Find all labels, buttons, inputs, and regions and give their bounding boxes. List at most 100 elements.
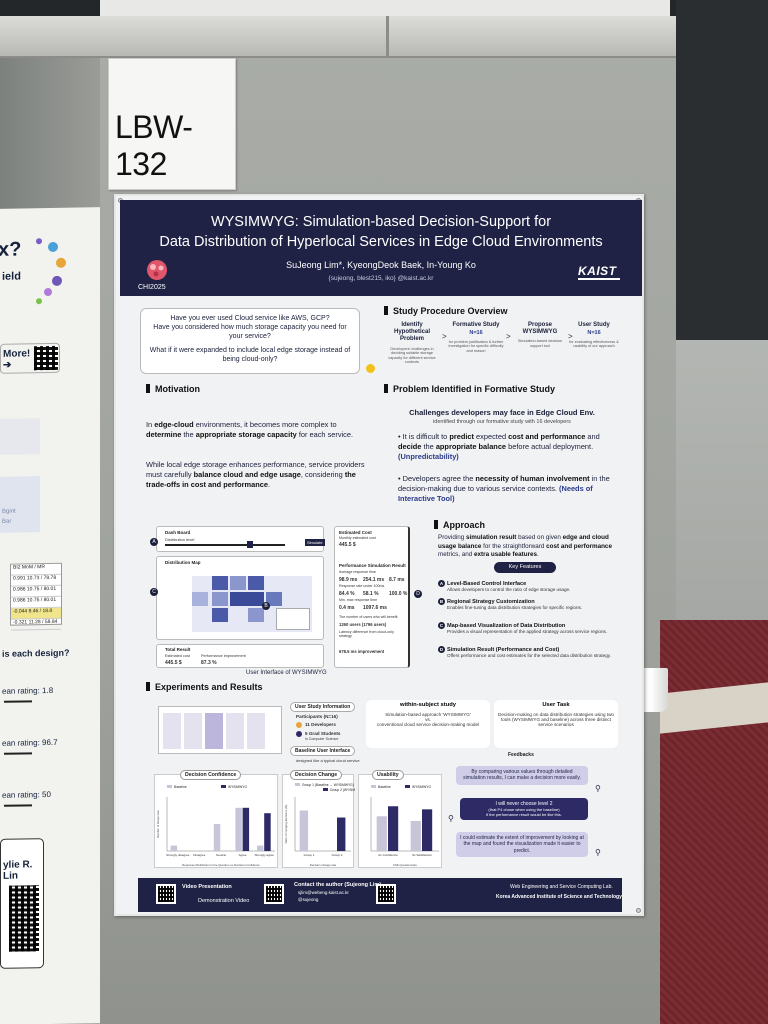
institute-name: Korea Advanced Institute of Science and …	[496, 894, 622, 900]
y-axis-label: Number of Responses	[156, 809, 160, 837]
bar	[235, 807, 242, 851]
legend-swatch	[405, 785, 410, 788]
neighbor-text: x?	[0, 238, 22, 261]
x-axis-label: USE Questionnaire	[393, 863, 417, 867]
chevron-right-icon: >	[506, 332, 511, 341]
research-poster: WYSIMWYG: Simulation-based Decision-Supp…	[114, 194, 644, 916]
section-heading-problem: Problem Identified in Formative Study	[384, 384, 555, 394]
user-study-info-label: User Study Information	[290, 702, 356, 712]
poster-authors: SuJeong Lim*, KyeongDeok Baek, In-Young …	[286, 260, 476, 270]
board-top-rail	[0, 16, 676, 58]
neighbor-text: ean rating: 1.8	[2, 685, 54, 696]
feature-d: D Simulation Result (Performance and Cost…	[438, 646, 612, 658]
problem-content: Challenges developers may face in Edge C…	[384, 402, 620, 510]
chart-decision-confidence: Baseline WYSIMWYG Strongly disagree Disagre…	[154, 774, 278, 868]
legend-swatch	[167, 785, 172, 788]
neighbor-text: ean rating: 96.7	[2, 737, 58, 748]
feature-c: C Map-based Visualization of Data Distrib…	[438, 622, 608, 634]
top-sign-panel	[100, 0, 670, 18]
booth-label-card: LBW-132	[108, 58, 236, 190]
chi-conference-logo-icon	[147, 260, 167, 280]
background-partition	[676, 340, 768, 630]
section-heading-motivation: Motivation	[146, 384, 200, 394]
neighbor-text: ield	[2, 270, 21, 283]
feedback-label: Feedbacks	[508, 752, 534, 758]
neighbor-scale-line	[4, 804, 32, 807]
section-heading-experiments: Experiments and Results	[146, 682, 263, 692]
person-icon: ⚲	[595, 784, 601, 793]
question-1: Have you ever used Cloud service like AW…	[170, 315, 330, 322]
question-3: What if it were expanded to include loca…	[149, 347, 351, 364]
legend-swatch	[371, 785, 376, 788]
bar	[257, 845, 264, 851]
x-axis-label: Response Distribution to the Question on…	[182, 863, 260, 867]
y-axis-label: Rate of changing decisions (%)	[284, 805, 288, 844]
neighbor-table-row: -0.044 8.46 / 18.8	[11, 607, 61, 620]
kaist-logo-bar	[578, 278, 620, 280]
section-heading-study-procedure: Study Procedure Overview	[384, 306, 508, 316]
bar	[299, 810, 309, 851]
problem-intro-sub: identified through our formative study w…	[433, 419, 571, 425]
poster-footer: Video Presentation Demonstration Video C…	[138, 878, 622, 912]
decision-confidence-svg: Baseline WYSIMWYG Strongly disagree Disagre…	[156, 785, 275, 867]
qr-code-icon	[376, 884, 396, 904]
feature-a: A Level-Based Control Interface Allows de…	[438, 580, 571, 592]
contact-author-label: Contact the author (Sujeong Lim)	[294, 882, 382, 888]
distribution-slider[interactable]	[165, 544, 285, 546]
neighbor-table-row: -0.321 11.28 / 58.84	[11, 618, 61, 631]
participants-students-sub: in Computer Science	[305, 737, 339, 741]
legend-swatch	[295, 783, 300, 786]
baseline-ui-sub: designed like a typical cloud service	[296, 758, 360, 763]
interface-mockup: Dash Board Distribution level Simulate D…	[150, 526, 426, 668]
participants-label: Participants (N=16)	[296, 714, 338, 719]
label-b-icon: B	[262, 602, 270, 610]
video-presentation-label: Video Presentation	[182, 884, 232, 890]
poster-header: WYSIMWYG: Simulation-based Decision-Supp…	[120, 200, 642, 296]
neighbor-block: Bgint Bar	[0, 476, 40, 533]
poster-emails: {sujeong, blest215, iko} @kaist.ac.kr	[328, 275, 434, 282]
legend-label: WYSIMWYG	[228, 785, 247, 789]
floor-carpet	[660, 620, 768, 1024]
simulate-button[interactable]: Simulate	[305, 539, 325, 546]
x-tick-label: Sc Satisfaction	[412, 853, 432, 857]
neighbor-contact-box: ylie R. Lin	[0, 838, 44, 969]
label-d-icon: D	[414, 590, 422, 598]
baseline-ui-thumbnail	[158, 706, 282, 754]
distribution-map-grid	[192, 576, 312, 632]
contact-email: sjlim@webeng.kaist.ac.kr	[298, 890, 349, 895]
chevron-right-icon: >	[442, 332, 447, 341]
approach-intro: Providing simulation result based on giv…	[438, 534, 612, 558]
interface-caption: User Interface of WYSIMWYG	[246, 670, 327, 676]
legend-label: Baseline	[378, 785, 391, 789]
chart-usability: Baseline WYSIMWYG Ax Confidence Sc Satisfac…	[358, 774, 442, 868]
chart-title-decision-confidence: Decision Confidence	[180, 770, 242, 780]
booth-number: LBW-132	[115, 109, 193, 182]
participants-developers: 11 Developers	[305, 722, 336, 727]
chevron-right-icon: >	[568, 332, 573, 341]
bar	[376, 816, 387, 851]
x-tick-label: Strongly agree	[254, 853, 274, 857]
approach-content: Providing simulation result based on giv…	[434, 516, 628, 676]
bar	[213, 824, 221, 851]
legend-swatch	[221, 785, 226, 788]
arrow-right-icon: ➔	[3, 359, 12, 371]
mock-total-result: Total Result Estimated cost Performance …	[156, 644, 324, 668]
neighbor-scale-line	[4, 700, 32, 703]
emoji-face-icon	[366, 364, 375, 373]
slider-handle[interactable]	[247, 541, 253, 548]
x-tick-label: Ax Confidence	[378, 853, 398, 857]
qr-code-icon	[264, 884, 284, 904]
legend-label: Baseline	[174, 785, 187, 789]
person-icon: ⚲	[448, 814, 454, 823]
x-tick-label: Group 2	[332, 853, 343, 857]
conference-name: CHI2025	[138, 284, 166, 291]
participants-students: 5 Grad Students	[305, 731, 341, 736]
neighbor-text: is each design?	[2, 647, 70, 659]
legend-label: WYSIMWYG	[412, 785, 431, 789]
push-pin-icon	[636, 908, 641, 913]
neighbor-block	[0, 418, 40, 455]
step-propose-tool: Propose WYSIMWYG Simulation-based decisi…	[517, 322, 563, 348]
demonstration-video-label: Demonstration Video	[198, 898, 250, 904]
mock-dashboard: Dash Board Distribution level Simulate	[156, 526, 325, 552]
neighbor-text: ean rating: 50	[2, 789, 51, 800]
